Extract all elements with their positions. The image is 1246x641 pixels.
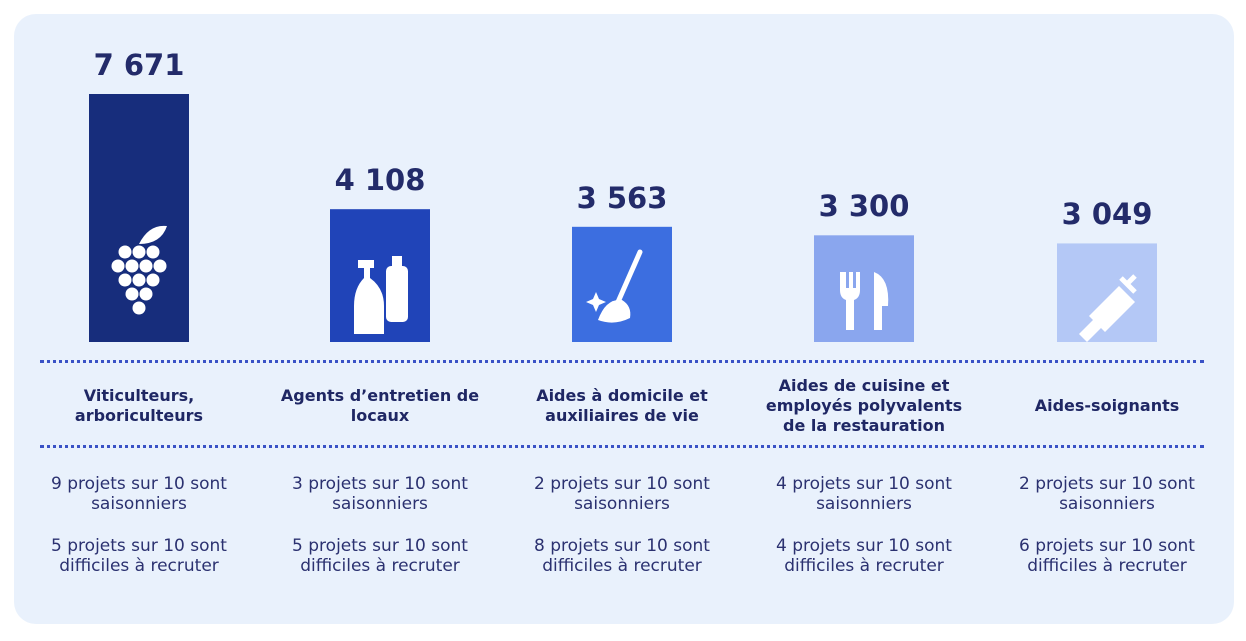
icon [132, 245, 146, 259]
icon [146, 273, 160, 287]
icon [354, 260, 384, 334]
icon [615, 249, 643, 305]
icon [598, 299, 631, 323]
difficulty-note: 5 projets sur 10 sont difficiles à recru… [51, 536, 227, 576]
divider [40, 445, 1204, 448]
category-label: Aides de cuisine et employés polyvalents… [765, 376, 963, 435]
icon [146, 245, 160, 259]
category-label: Aides-soignants [1034, 396, 1180, 415]
icon [386, 266, 408, 322]
category-label: Agents d’entretien de locaux [280, 386, 480, 425]
value-label: 4 108 [334, 163, 426, 198]
icon [118, 273, 132, 287]
icon [586, 292, 606, 312]
divider [40, 360, 1204, 363]
category-label: Aides à domicile et auxiliaires de vie [536, 386, 708, 425]
icon [139, 287, 153, 301]
seasonal-note: 2 projets sur 10 sont saisonniers [1019, 474, 1195, 514]
value-label: 3 563 [576, 180, 668, 215]
icon [132, 273, 146, 287]
icon [840, 272, 860, 330]
difficulty-note: 6 projets sur 10 sont difficiles à recru… [1019, 536, 1195, 576]
icon [1079, 286, 1135, 342]
value-label: 7 671 [93, 48, 185, 82]
category-label: Viticulteurs, arboriculteurs [74, 386, 204, 425]
icon [392, 256, 402, 266]
icon [111, 259, 125, 273]
icon [132, 301, 146, 315]
icon [139, 259, 153, 273]
icon [125, 287, 139, 301]
icon [118, 245, 132, 259]
difficulty-note: 8 projets sur 10 sont difficiles à recru… [534, 536, 710, 576]
seasonal-note: 9 projets sur 10 sont saisonniers [51, 474, 227, 514]
icon [1119, 276, 1137, 294]
value-label: 3 300 [818, 189, 910, 224]
difficulty-note: 5 projets sur 10 sont difficiles à recru… [292, 536, 468, 576]
bar [572, 226, 672, 342]
bar [89, 94, 189, 342]
value-label: 3 049 [1061, 197, 1153, 232]
bar [814, 235, 914, 342]
icon [139, 225, 167, 244]
icon [874, 272, 889, 330]
seasonal-note: 4 projets sur 10 sont saisonniers [776, 474, 952, 514]
icon [125, 259, 139, 273]
seasonal-note: 3 projets sur 10 sont saisonniers [292, 474, 468, 514]
difficulty-note: 4 projets sur 10 sont difficiles à recru… [776, 536, 952, 576]
icon [153, 259, 167, 273]
icon [1125, 274, 1137, 286]
seasonal-note: 2 projets sur 10 sont saisonniers [534, 474, 710, 514]
